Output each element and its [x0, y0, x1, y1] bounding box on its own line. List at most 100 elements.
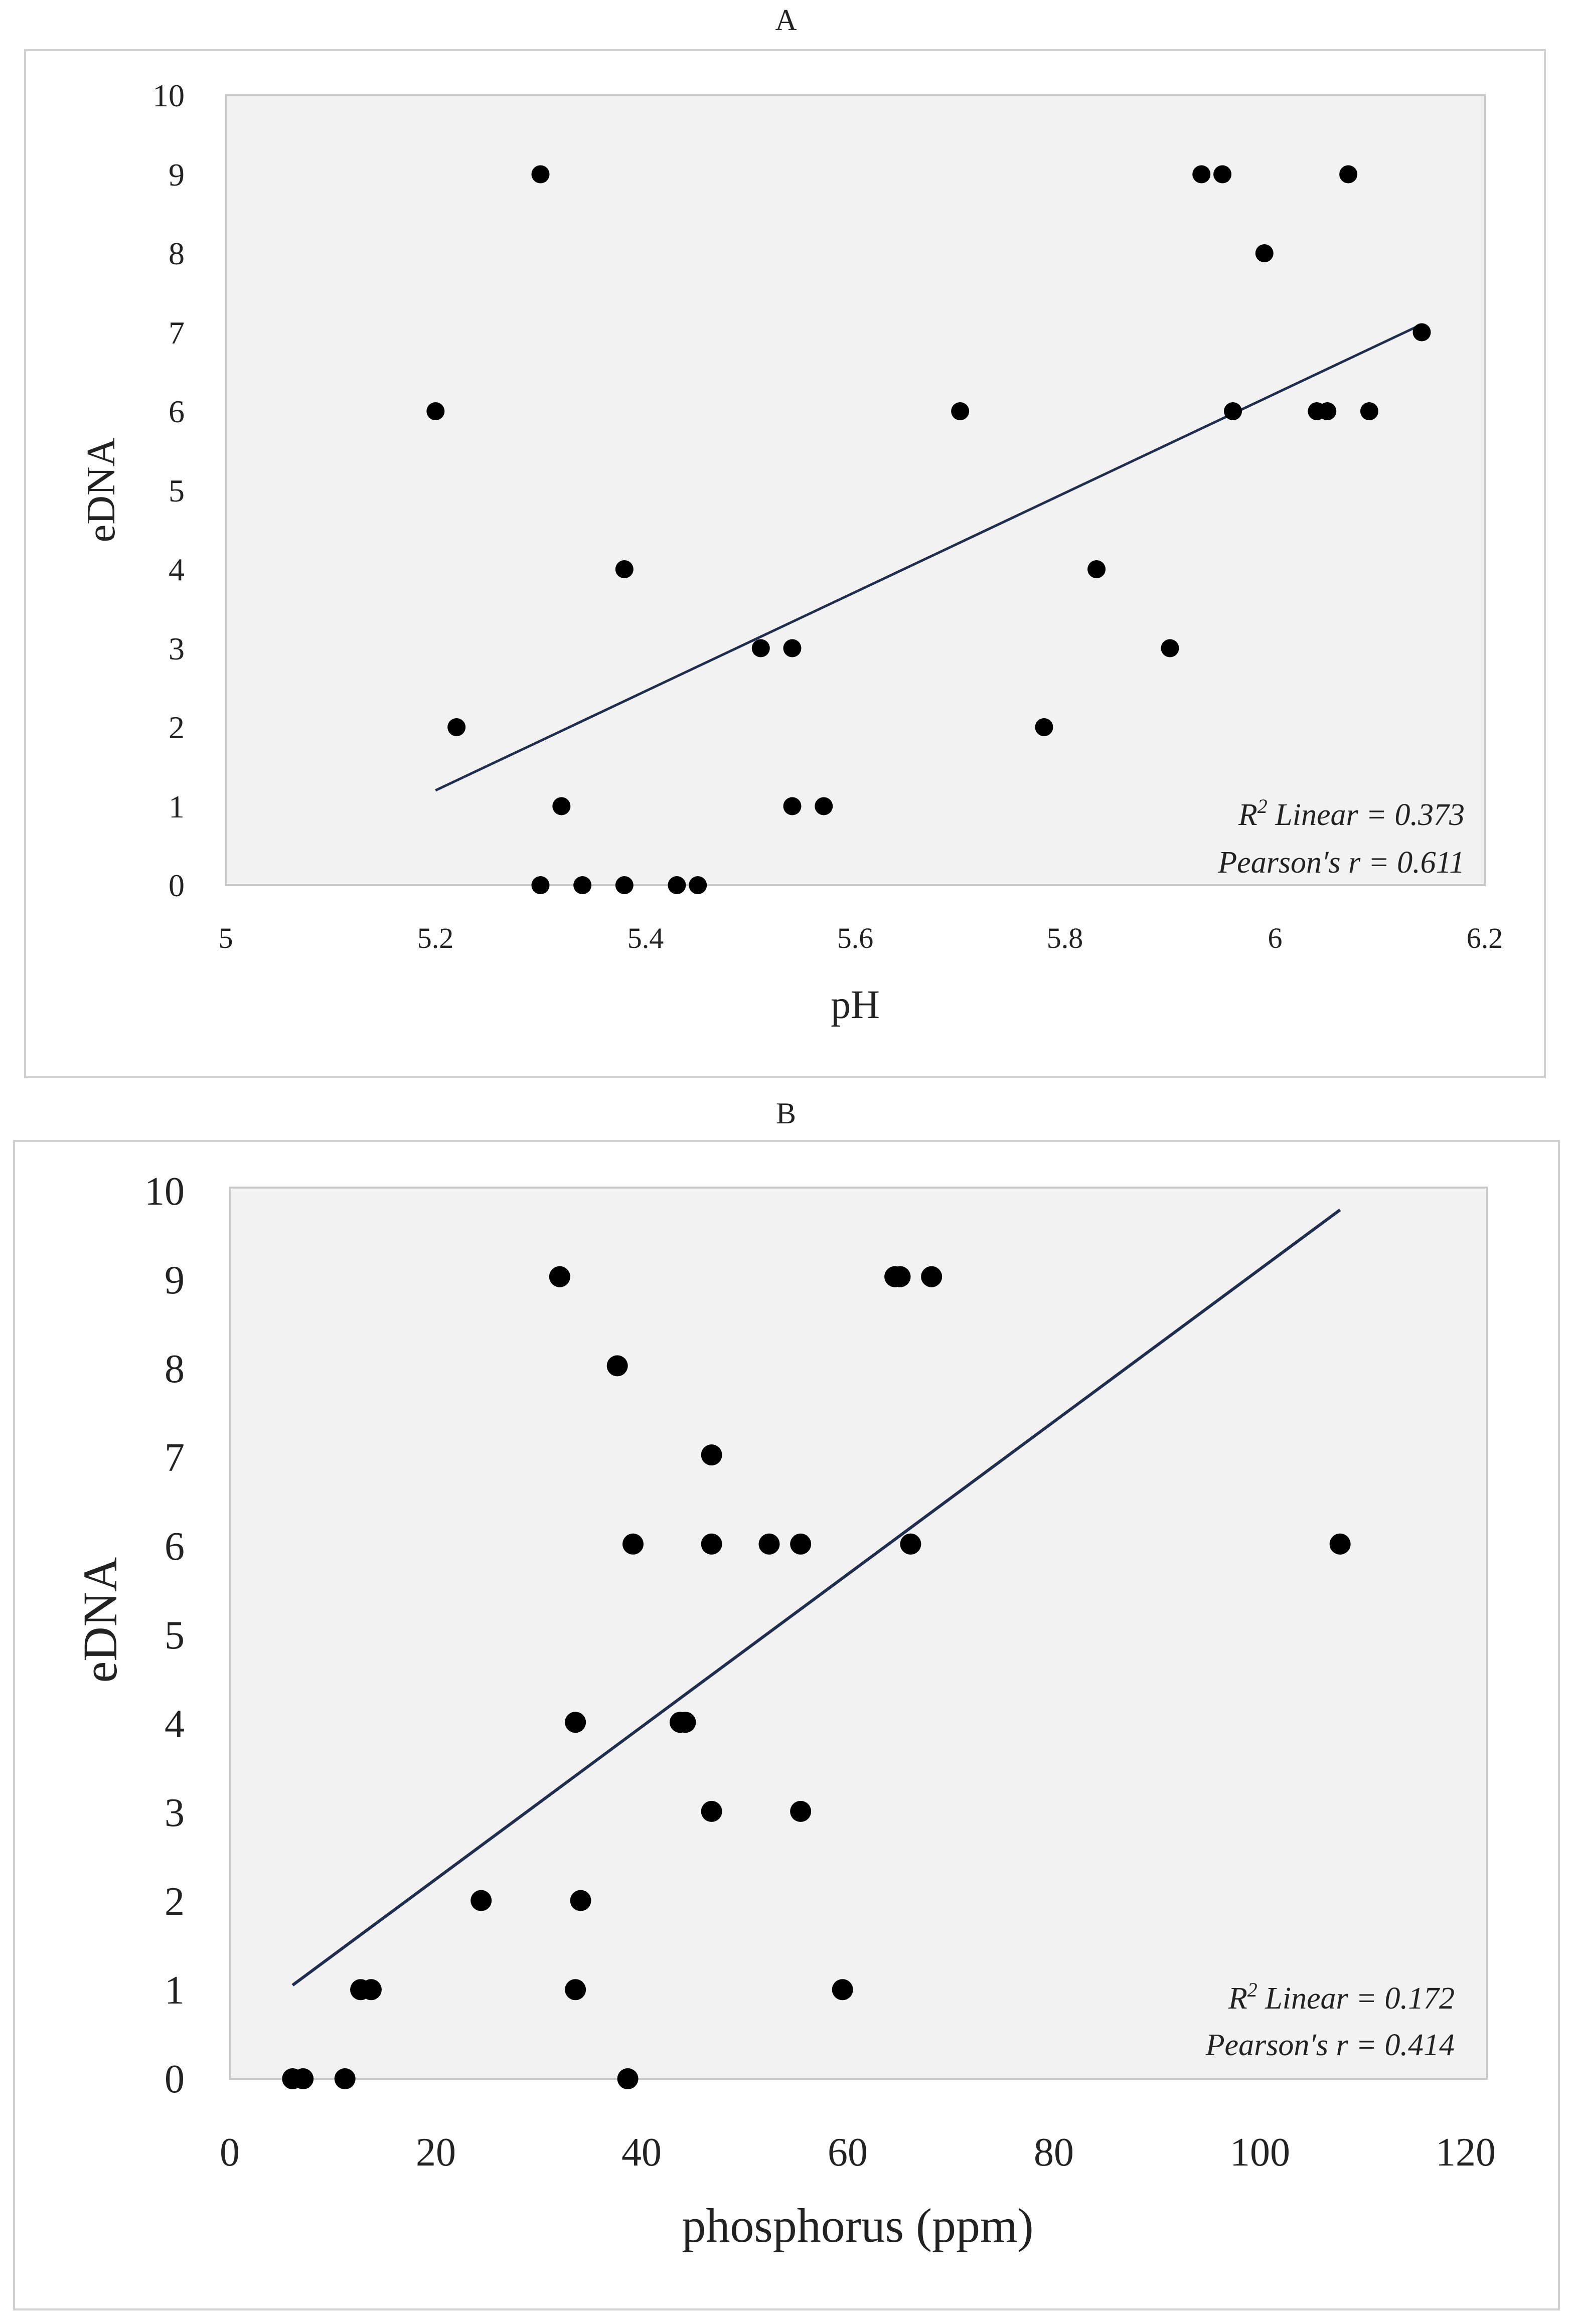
- panel-b-y-tick: 2: [165, 1880, 185, 1924]
- panel-a-data-point: [1360, 402, 1378, 420]
- panel-b-x-tick: 0: [220, 2130, 240, 2175]
- panel-b-x-tick: 80: [1034, 2130, 1074, 2175]
- panel-b-x-tick: 20: [416, 2130, 456, 2175]
- panel-a-y-axis-label: eDNA: [79, 437, 123, 542]
- panel-a-data-point: [615, 876, 634, 894]
- panel-b-data-point: [1329, 1533, 1351, 1555]
- panel-b-data-point: [470, 1890, 492, 1911]
- panel-b-data-point: [921, 1266, 942, 1287]
- panel-b-data-point: [701, 1800, 722, 1822]
- panel-b-x-tick: 60: [828, 2130, 868, 2175]
- panel-a-data-point: [1213, 165, 1232, 184]
- panel-b-data-point: [565, 1712, 586, 1733]
- panel-a-data-point: [531, 165, 550, 184]
- panel-b-r2-prefix: R: [1228, 1981, 1247, 2016]
- panel-a-data-point: [1087, 560, 1106, 578]
- panel-a-x-tick: 5.2: [417, 922, 454, 954]
- panel-b-points: [282, 1266, 1351, 2089]
- panel-b-data-point: [334, 2068, 356, 2089]
- panel-a-x-axis-label: pH: [831, 983, 880, 1027]
- panel-a-data-point: [689, 876, 707, 894]
- panel-b-y-tick: 3: [165, 1791, 185, 1835]
- panel-b-y-tick: 1: [165, 1968, 185, 2013]
- panel-a-y-tick: 1: [169, 789, 185, 824]
- panel-a-x-tick: 6.2: [1467, 922, 1503, 954]
- panel-b-x-axis-label: phosphorus (ppm): [682, 2199, 1033, 2252]
- panel-b-data-point: [675, 1712, 696, 1733]
- panel-b-data-point: [549, 1266, 570, 1287]
- panel-a-y-tick: 8: [169, 236, 185, 271]
- panel-b-title: B: [776, 1097, 796, 1130]
- panel-b-y-tick: 6: [165, 1525, 185, 1569]
- panel-b-plot-area: [229, 1187, 1488, 2080]
- panel-a-data-point: [1161, 639, 1179, 657]
- panel-a-y-tick: 0: [169, 868, 185, 903]
- panel-a-data-point: [531, 876, 550, 894]
- panel-b-y-tick: 0: [165, 2057, 185, 2101]
- panel-a-r2-value: Linear = 0.373: [1268, 798, 1465, 832]
- panel-a-points: [426, 165, 1431, 894]
- panel-a-data-point: [1255, 244, 1274, 262]
- panel-b-x-tick: 100: [1230, 2130, 1290, 2175]
- panel-b-data-point: [565, 1979, 586, 2001]
- panel-a-r2-annotation: R2 Linear = 0.373: [1238, 795, 1465, 832]
- panel-b-y-tick: 7: [165, 1436, 185, 1480]
- panel-a-title: A: [775, 4, 797, 37]
- panel-a-y-tick: 10: [152, 78, 185, 113]
- panel-b-data-point: [606, 1355, 628, 1377]
- panel-a-data-point: [1035, 718, 1053, 736]
- panel-a-data-point: [1339, 165, 1358, 184]
- panel-a: A 0 1 2 3 4 5 6 7 8 9 10 5 5.2 5.4 5.6 5…: [24, 4, 1546, 1078]
- panel-b-data-point: [790, 1533, 812, 1555]
- panel-b-data-point: [622, 1533, 644, 1555]
- panel-b-pearson-annotation: Pearson′s r = 0.414: [1205, 2028, 1455, 2062]
- panel-a-x-tick: 5.8: [1047, 922, 1083, 954]
- panel-a-y-tick: 2: [169, 710, 185, 745]
- panel-a-r2-prefix: R: [1238, 798, 1257, 832]
- panel-a-data-point: [552, 797, 571, 815]
- panel-b-x-tick: 120: [1436, 2130, 1496, 2175]
- panel-a-data-point: [783, 639, 802, 657]
- panel-a-data-point: [1192, 165, 1211, 184]
- panel-a-y-tick: 6: [169, 394, 185, 429]
- panel-b: B 0 1 2 3 4 5 6 7 8 9 10 0 20 40 60 80 1…: [13, 1097, 1560, 2310]
- panel-b-x-ticks: 0 20 40 60 80 100 120: [220, 2130, 1496, 2175]
- panel-a-data-point: [1224, 402, 1242, 420]
- panel-b-y-tick: 9: [165, 1258, 185, 1302]
- panel-a-y-tick: 7: [169, 315, 185, 351]
- panel-b-data-point: [701, 1533, 722, 1555]
- panel-b-data-point: [758, 1533, 780, 1555]
- panel-a-data-point: [815, 797, 833, 815]
- panel-b-data-point: [790, 1800, 812, 1822]
- panel-b-data-point: [617, 2068, 639, 2089]
- panel-b-trendline: [291, 1209, 1341, 1986]
- panel-a-x-ticks: 5 5.2 5.4 5.6 5.8 6 6.2: [219, 922, 1503, 954]
- panel-a-x-tick: 5: [219, 922, 233, 954]
- panel-a-plot-area: [225, 94, 1486, 886]
- panel-b-y-tick: 4: [165, 1702, 185, 1746]
- panel-b-data-point: [701, 1444, 722, 1466]
- panel-b-data-point: [360, 1979, 382, 2001]
- panel-a-data-point: [573, 876, 592, 894]
- panel-b-r2-annotation: R2 Linear = 0.172: [1228, 1978, 1455, 2016]
- panel-a-data-point: [1318, 402, 1337, 420]
- panel-a-y-tick: 4: [169, 552, 185, 587]
- panel-b-y-tick: 8: [165, 1347, 185, 1391]
- panel-a-pearson-annotation: Pearson′s r = 0.611: [1217, 846, 1465, 880]
- panel-a-data-point: [951, 402, 970, 420]
- panel-b-data-point: [900, 1533, 921, 1555]
- panel-b-data-point: [292, 2068, 314, 2089]
- panel-a-x-tick: 6: [1268, 922, 1283, 954]
- panel-a-x-tick: 5.6: [837, 922, 874, 954]
- panel-a-data-point: [447, 718, 466, 736]
- panel-a-data-point: [1412, 323, 1431, 342]
- panel-b-r2-value: Linear = 0.172: [1257, 1981, 1455, 2016]
- panel-a-data-point: [615, 560, 634, 578]
- panel-a-data-point: [751, 639, 770, 657]
- panel-b-y-tick: 5: [165, 1613, 185, 1657]
- panel-b-data-point: [570, 1890, 591, 1911]
- panel-b-data-point: [832, 1979, 853, 2001]
- panel-a-r2-superscript: 2: [1257, 795, 1268, 817]
- panel-a-data-point: [668, 876, 686, 894]
